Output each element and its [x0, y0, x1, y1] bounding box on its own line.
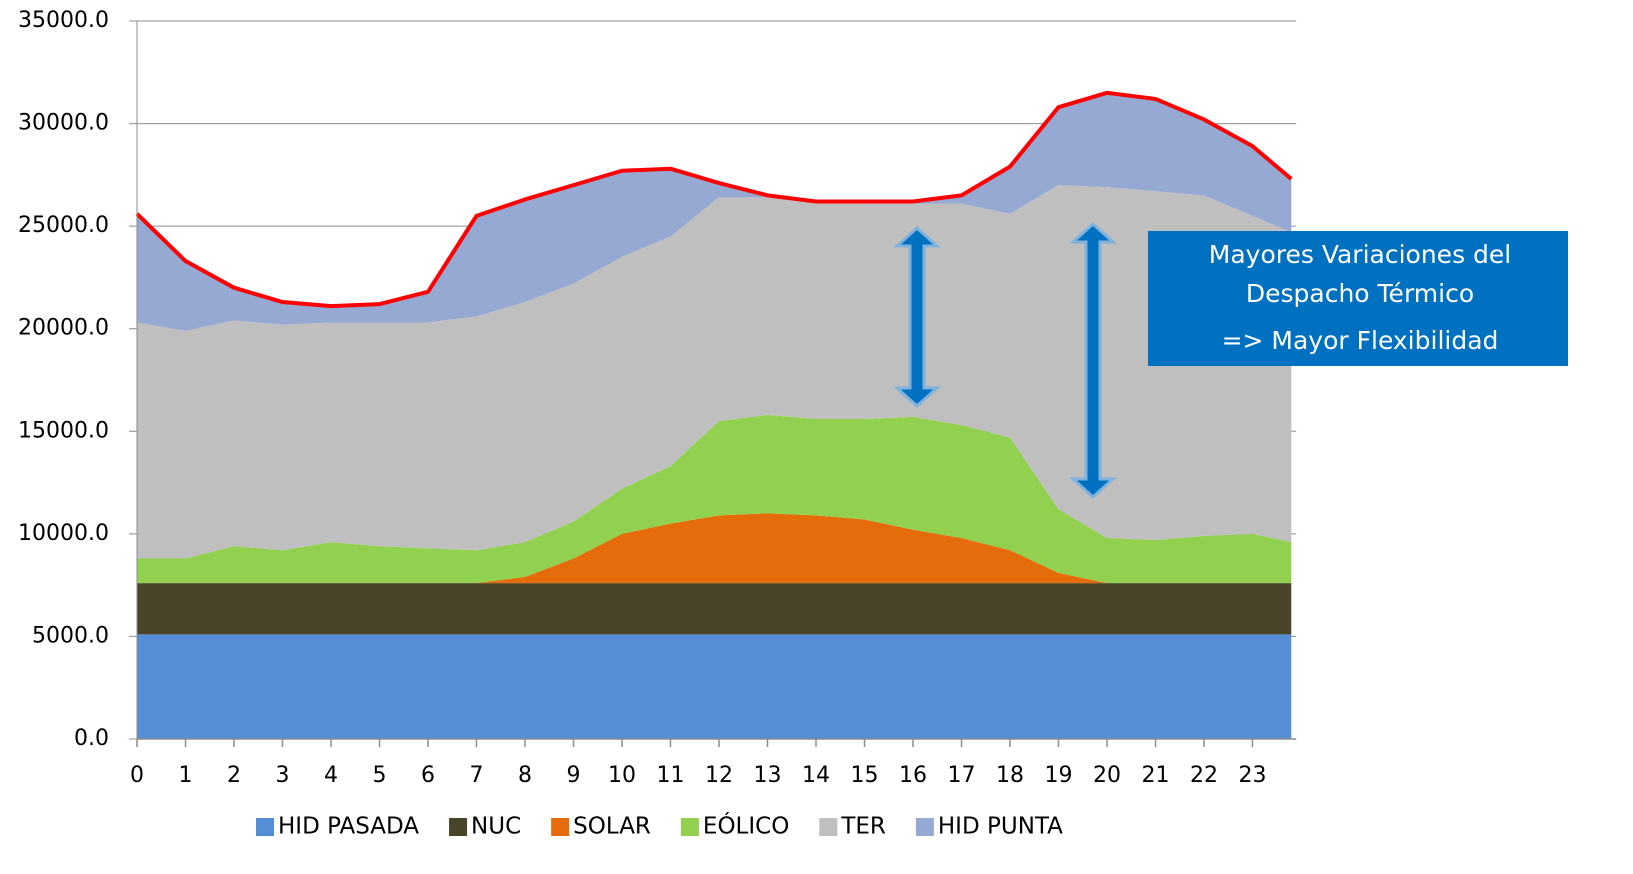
x-tick-label: 12 [705, 763, 733, 788]
x-tick-label: 11 [657, 763, 685, 788]
area [137, 92, 1292, 331]
x-tick-label: 9 [567, 763, 581, 788]
x-tick-label: 6 [421, 763, 435, 788]
x-tick-label: 19 [1045, 763, 1073, 788]
x-tick-label: 14 [802, 763, 830, 788]
y-tick-label: 35000.0 [18, 8, 109, 33]
area [137, 414, 1292, 584]
legend-swatch [915, 818, 934, 836]
area [137, 513, 1292, 584]
x-tick-label: 8 [518, 763, 532, 788]
legend-label: NUC [471, 814, 521, 840]
total-line [135, 90, 1293, 309]
y-tick-label: 20000.0 [18, 316, 109, 341]
x-tick-label: 20 [1093, 763, 1121, 788]
legend-swatch [449, 818, 468, 836]
y-tick-label: 15000.0 [18, 418, 109, 443]
x-tick-label: 22 [1190, 763, 1218, 788]
x-tick-label: 7 [470, 763, 484, 788]
x-tick-label: 3 [276, 763, 290, 788]
x-tick-label: 2 [227, 763, 241, 788]
annotation-text: Despacho Térmico [1246, 279, 1474, 308]
x-tick-label: 18 [996, 763, 1024, 788]
y-tick-label: 0.0 [74, 726, 109, 751]
arrow [1069, 221, 1117, 500]
x-tick-label: 4 [324, 763, 338, 788]
arrow [893, 225, 941, 409]
legend-swatch [819, 818, 838, 836]
x-tick-label: 15 [851, 763, 879, 788]
legend-label: SOLAR [573, 814, 651, 840]
x-tick-label: 16 [899, 763, 927, 788]
x-tick-label: 5 [373, 763, 387, 788]
area [137, 185, 1292, 559]
annotation-text: => Mayor Flexibilidad [1222, 326, 1499, 355]
y-tick-label: 30000.0 [18, 111, 109, 136]
x-tick-label: 21 [1142, 763, 1170, 788]
y-tick-label: 5000.0 [32, 623, 109, 648]
y-tick-label: 25000.0 [18, 213, 109, 238]
legend-swatch [256, 818, 274, 836]
legend-label: HID PUNTA [938, 814, 1063, 840]
x-tick-label: 17 [948, 763, 976, 788]
x-tick-label: 1 [179, 763, 193, 788]
x-tick-label: 10 [608, 763, 636, 788]
area [137, 634, 1292, 739]
x-tick-label: 0 [130, 763, 144, 788]
y-tick-label: 10000.0 [18, 521, 109, 546]
x-tick-label: 23 [1239, 763, 1267, 788]
legend-label: HID PASADA [278, 814, 419, 840]
arrows [893, 221, 1117, 500]
legend-label: EÓLICO [703, 812, 789, 840]
annotation-box [1148, 231, 1568, 366]
legend-label: TER [840, 814, 886, 840]
legend-swatch [551, 818, 570, 836]
annotation-text: Mayores Variaciones del [1209, 240, 1511, 269]
legend-swatch [680, 818, 699, 836]
x-tick-label: 13 [754, 763, 782, 788]
area [137, 583, 1292, 635]
